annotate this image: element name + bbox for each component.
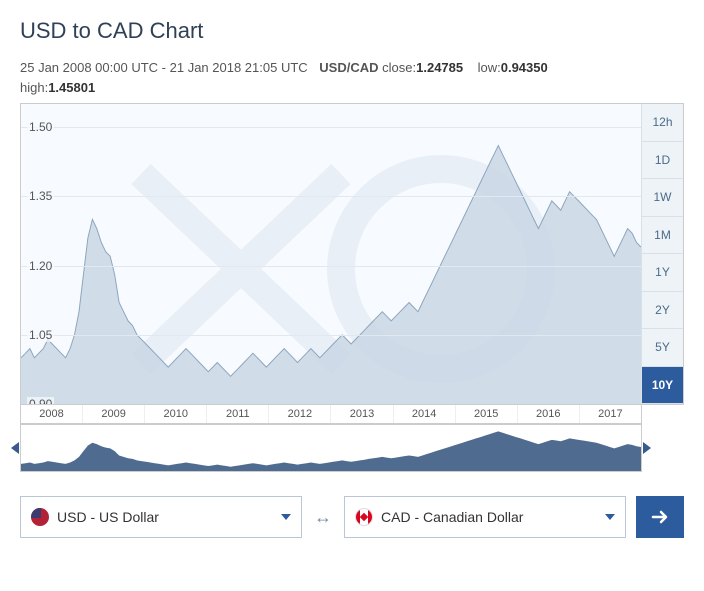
range-tab-5y[interactable]: 5Y <box>641 329 683 367</box>
x-axis: 2008200920102011201220132014201520162017 <box>20 405 642 424</box>
low-value: 0.94350 <box>501 60 548 75</box>
chart-meta: 25 Jan 2008 00:00 UTC - 21 Jan 2018 21:0… <box>20 58 684 97</box>
overview-line <box>21 425 641 471</box>
x-tick-label: 2008 <box>21 405 83 423</box>
range-tab-1w[interactable]: 1W <box>641 179 683 217</box>
y-tick-label: 0.90 <box>27 397 54 404</box>
y-tick-label: 1.35 <box>27 189 54 203</box>
high-value: 1.45801 <box>48 80 95 95</box>
x-tick-label: 2010 <box>145 405 207 423</box>
to-currency-label: CAD - Canadian Dollar <box>381 509 605 525</box>
range-tab-1m[interactable]: 1M <box>641 217 683 255</box>
currency-selectors: USD - US Dollar ↔ CAD - Canadian Dollar <box>20 496 684 538</box>
pair-label: USD/CAD <box>319 60 378 75</box>
x-tick-label: 2016 <box>518 405 580 423</box>
y-tick-label: 1.05 <box>27 328 54 342</box>
date-start: 25 Jan 2008 00:00 UTC <box>20 60 158 75</box>
from-currency-label: USD - US Dollar <box>57 509 281 525</box>
range-tab-12h[interactable]: 12h <box>641 104 683 142</box>
scroll-left-icon[interactable] <box>11 442 19 454</box>
close-label: close: <box>382 60 416 75</box>
range-selector: 12h1D1W1M1Y2Y5Y10Y <box>641 104 683 404</box>
low-label: low: <box>478 60 501 75</box>
arrow-right-icon <box>649 506 671 528</box>
range-tab-1y[interactable]: 1Y <box>641 254 683 292</box>
overview-chart[interactable] <box>20 424 642 472</box>
y-tick-label: 1.20 <box>27 259 54 273</box>
swap-icon[interactable]: ↔ <box>312 507 334 528</box>
range-tab-10y[interactable]: 10Y <box>641 367 683 405</box>
from-currency-select[interactable]: USD - US Dollar <box>20 496 302 538</box>
x-tick-label: 2014 <box>394 405 456 423</box>
go-button[interactable] <box>636 496 684 538</box>
y-tick-label: 1.50 <box>27 120 54 134</box>
main-chart: 0.90 1.05 1.20 1.35 1.50 12h1D1W1M1Y2Y5Y10Y <box>20 103 684 405</box>
close-value: 1.24785 <box>416 60 463 75</box>
range-tab-2y[interactable]: 2Y <box>641 292 683 330</box>
x-tick-label: 2015 <box>456 405 518 423</box>
chart-plot-area[interactable]: 0.90 1.05 1.20 1.35 1.50 <box>21 104 641 404</box>
x-tick-label: 2017 <box>580 405 641 423</box>
x-tick-label: 2009 <box>83 405 145 423</box>
x-tick-label: 2012 <box>269 405 331 423</box>
us-flag-icon <box>31 508 49 526</box>
page-title: USD to CAD Chart <box>20 18 684 44</box>
to-currency-select[interactable]: CAD - Canadian Dollar <box>344 496 626 538</box>
date-end: 21 Jan 2018 21:05 UTC <box>170 60 308 75</box>
x-tick-label: 2011 <box>207 405 269 423</box>
chart-line <box>21 104 641 404</box>
ca-flag-icon <box>355 508 373 526</box>
x-tick-label: 2013 <box>331 405 393 423</box>
range-tab-1d[interactable]: 1D <box>641 142 683 180</box>
scroll-right-icon[interactable] <box>643 442 651 454</box>
high-label: high: <box>20 80 48 95</box>
chevron-down-icon <box>281 514 291 520</box>
chevron-down-icon <box>605 514 615 520</box>
